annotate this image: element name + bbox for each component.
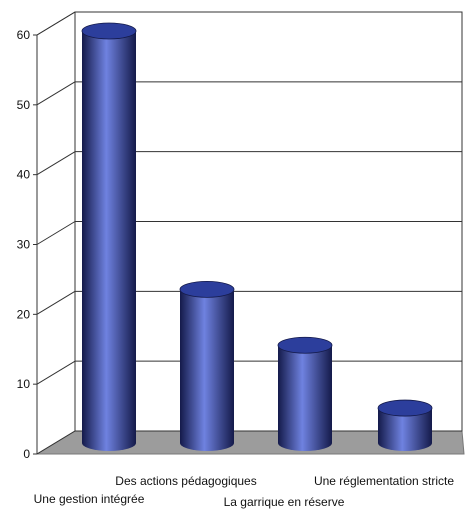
bar-body <box>278 345 332 451</box>
bar <box>179 280 235 451</box>
x-category-label: Une réglementation stricte <box>314 474 454 488</box>
y-tick-label: 10 <box>17 377 31 391</box>
gridline-side <box>36 11 76 36</box>
y-tick-label: 30 <box>17 238 31 252</box>
gridline-side <box>36 221 76 245</box>
x-category-label: Une gestion intégrée <box>34 492 145 506</box>
bar-top <box>179 280 235 298</box>
y-tick-label: 20 <box>17 307 31 321</box>
x-axis-labels: Une gestion intégrée Des actions pédagogi… <box>34 474 455 509</box>
bar <box>377 399 433 451</box>
bar-body <box>378 408 432 451</box>
y-tick-label: 40 <box>17 168 31 182</box>
bars <box>81 22 433 451</box>
gridline-side <box>36 360 76 385</box>
y-tick-label: 0 <box>23 447 30 461</box>
gridline-side <box>36 81 76 106</box>
bar-top <box>81 22 137 40</box>
y-axis-ticks: 0 10 20 30 40 50 60 <box>17 28 31 461</box>
bar-body <box>180 289 234 451</box>
y-tick-label: 60 <box>17 28 31 42</box>
bar <box>81 22 137 451</box>
x-category-label: La garrique en réserve <box>224 495 345 509</box>
bar-top <box>277 336 333 354</box>
gridline-side <box>36 151 76 176</box>
gridline-side <box>36 430 76 455</box>
bar-body <box>82 30 136 451</box>
bar <box>277 336 333 451</box>
x-category-label: Des actions pédagogiques <box>115 474 256 488</box>
gridline-side <box>36 290 76 315</box>
bar-top <box>377 399 433 417</box>
y-tick-label: 50 <box>17 98 31 112</box>
gridlines <box>33 11 462 455</box>
